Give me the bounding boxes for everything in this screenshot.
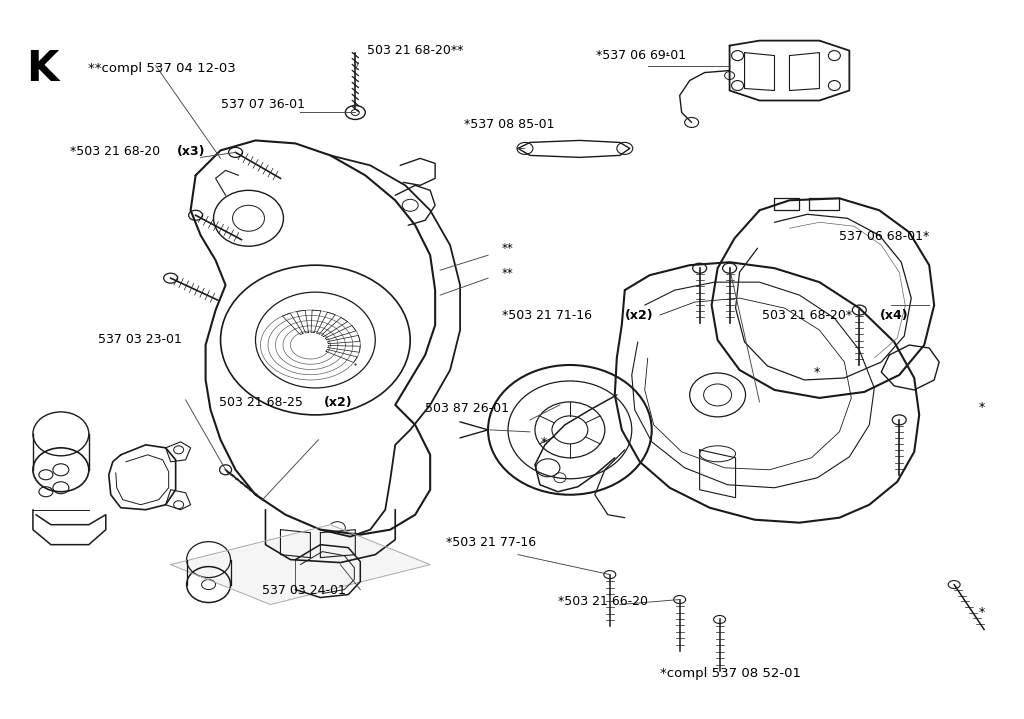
- Text: *: *: [979, 605, 985, 618]
- Text: *537 06 69-01: *537 06 69-01: [596, 50, 686, 63]
- Text: (x3): (x3): [177, 145, 205, 158]
- Text: 503 87 26-01: 503 87 26-01: [425, 402, 509, 415]
- Text: **compl 537 04 12-03: **compl 537 04 12-03: [88, 63, 236, 75]
- Text: K: K: [27, 48, 59, 90]
- Text: *503 21 66-20: *503 21 66-20: [558, 595, 648, 608]
- Text: *503 21 71-16: *503 21 71-16: [502, 308, 596, 321]
- Text: *503 21 68-20: *503 21 68-20: [71, 145, 165, 158]
- Text: *: *: [813, 366, 820, 379]
- Text: 537 06 68-01*: 537 06 68-01*: [839, 229, 930, 242]
- Text: *: *: [541, 436, 547, 449]
- Text: **: **: [502, 242, 513, 255]
- Text: 503 21 68-20*: 503 21 68-20*: [763, 308, 856, 321]
- Text: (x2): (x2): [324, 396, 352, 409]
- Text: 537 03 23-01: 537 03 23-01: [98, 333, 182, 346]
- Text: *537 08 85-01: *537 08 85-01: [464, 118, 554, 131]
- Text: 537 03 24-01: 537 03 24-01: [261, 584, 345, 597]
- Text: 503 21 68-25: 503 21 68-25: [219, 396, 306, 409]
- Text: *503 21 77-16: *503 21 77-16: [445, 536, 536, 549]
- Text: 537 07 36-01: 537 07 36-01: [221, 99, 305, 111]
- Text: (x2): (x2): [625, 308, 653, 321]
- Text: 503 21 68-20**: 503 21 68-20**: [367, 45, 463, 58]
- Text: *compl 537 08 52-01: *compl 537 08 52-01: [660, 667, 801, 680]
- Text: *: *: [979, 401, 985, 414]
- Polygon shape: [171, 525, 430, 605]
- Text: (x4): (x4): [880, 308, 908, 321]
- Text: **: **: [502, 267, 513, 280]
